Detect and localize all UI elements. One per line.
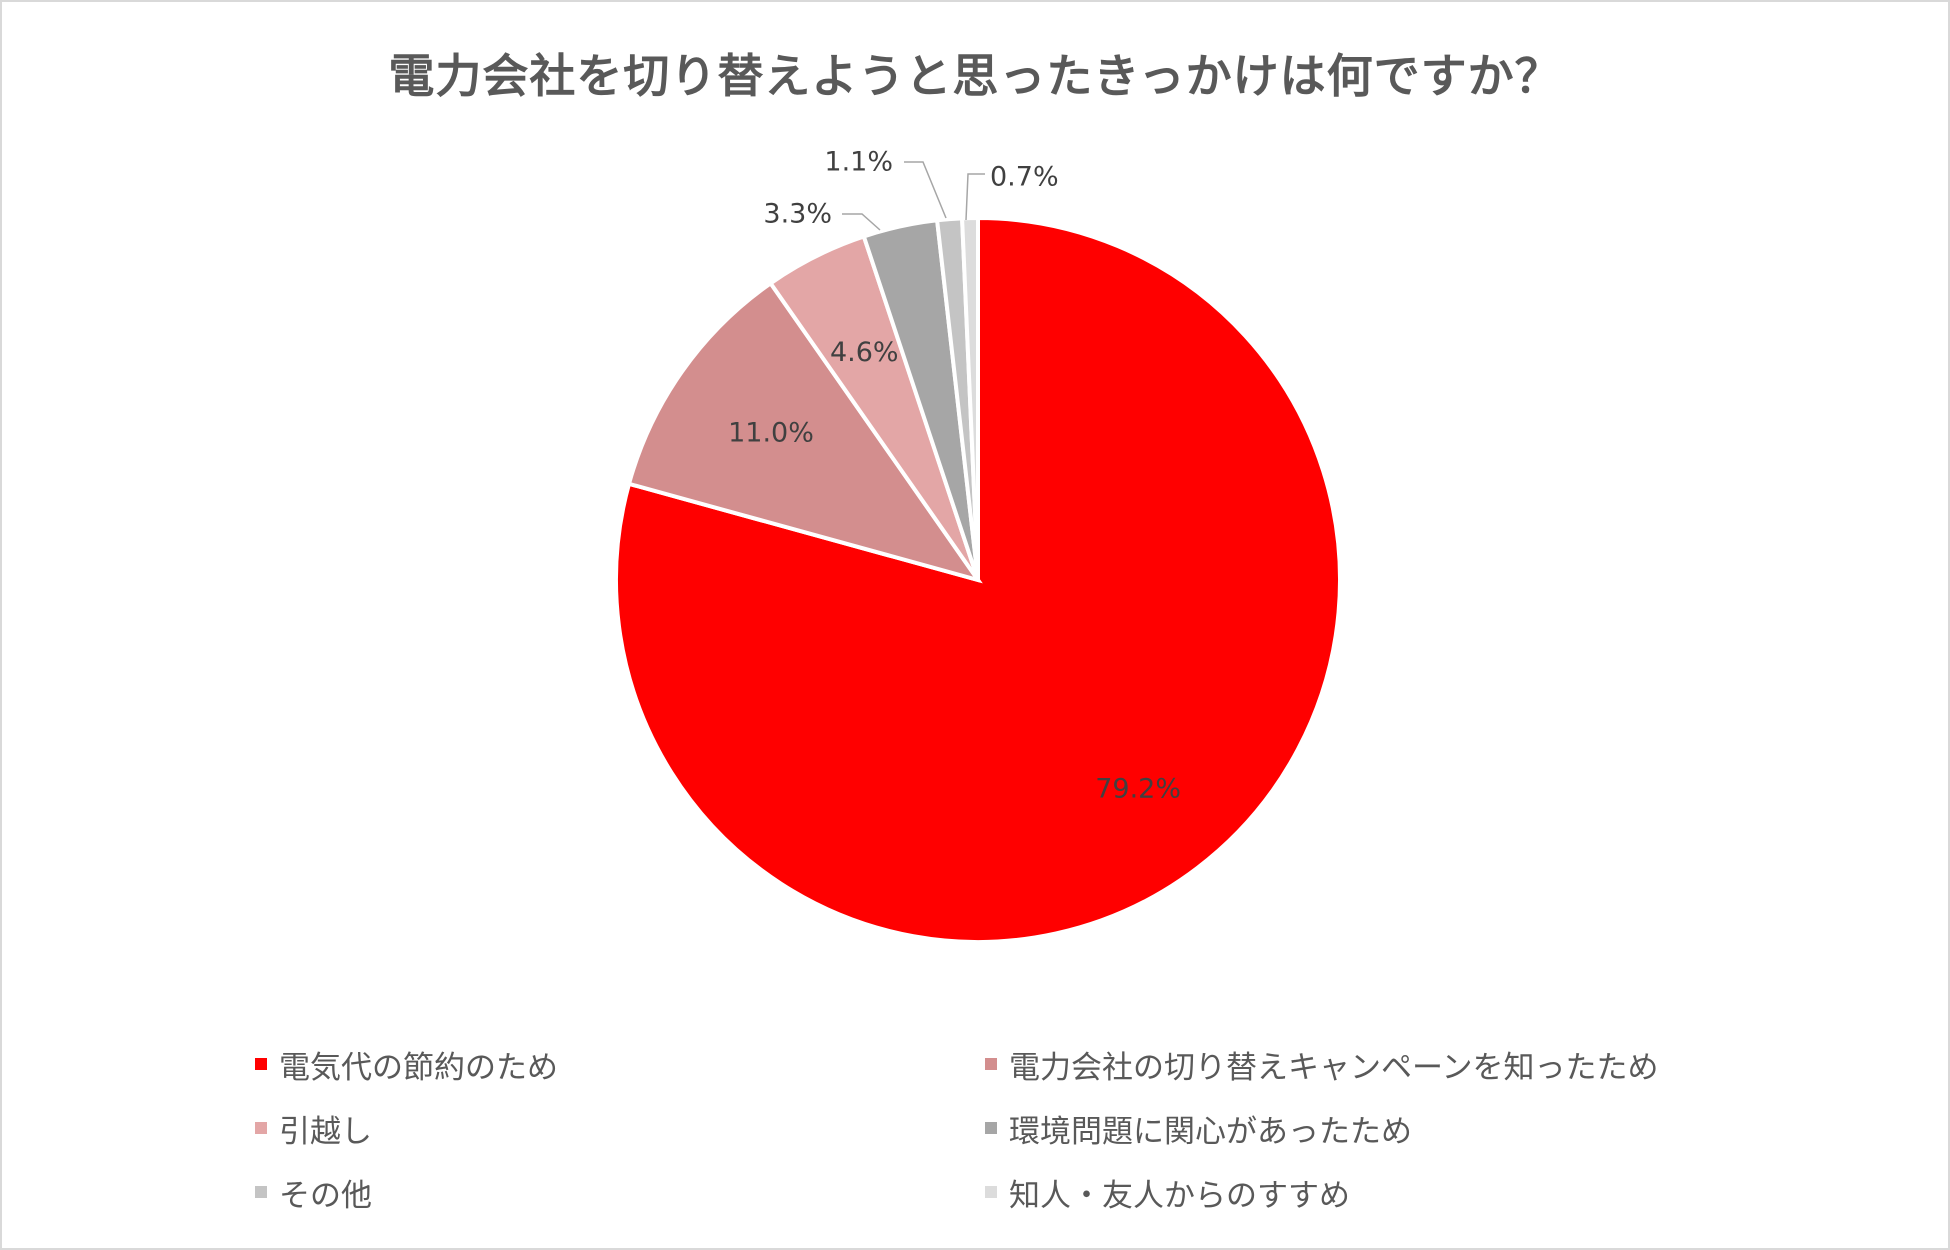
data-label: 3.3% — [763, 199, 832, 230]
chart-title: 電力会社を切り替えようと思ったきっかけは何ですか？ — [388, 49, 1562, 103]
data-label: 0.7% — [990, 162, 1059, 193]
legend-label: その他 — [279, 1177, 372, 1214]
legend-label: 知人・友人からのすすめ — [1009, 1177, 1350, 1214]
data-label: 4.6% — [830, 337, 899, 368]
legend-label: 電気代の節約のため — [279, 1049, 558, 1086]
leader-line — [965, 173, 985, 221]
legend-item: 電気代の節約のため — [255, 1045, 985, 1086]
leader-line — [842, 213, 881, 231]
legend-swatch — [255, 1186, 267, 1198]
legend-swatch — [985, 1122, 997, 1134]
legend-item: 電力会社の切り替えキャンペーンを知ったため — [985, 1045, 1715, 1086]
legend-swatch — [255, 1122, 267, 1134]
legend-item: その他 — [255, 1173, 985, 1214]
legend-label: 環境問題に関心があったため — [1009, 1113, 1412, 1150]
legend-item: 知人・友人からのすすめ — [985, 1173, 1715, 1214]
legend: 電気代の節約のため 電力会社の切り替えキャンペーンを知ったため 引越し 環境問題… — [255, 1045, 1755, 1214]
legend-label: 引越し — [279, 1113, 372, 1150]
legend-item: 引越し — [255, 1109, 985, 1150]
legend-label: 電力会社の切り替えキャンペーンを知ったため — [1009, 1049, 1659, 1086]
pie-slice — [626, 280, 983, 584]
data-label: 11.0% — [728, 417, 814, 448]
legend-swatch — [985, 1186, 997, 1198]
data-label: 79.2% — [1095, 774, 1181, 805]
pie-slice — [959, 215, 980, 581]
legend-swatch — [985, 1058, 997, 1070]
data-label: 1.1% — [824, 147, 893, 178]
legend-swatch — [255, 1058, 267, 1070]
legend-item: 環境問題に関心があったため — [985, 1109, 1715, 1150]
leader-line — [904, 161, 947, 219]
